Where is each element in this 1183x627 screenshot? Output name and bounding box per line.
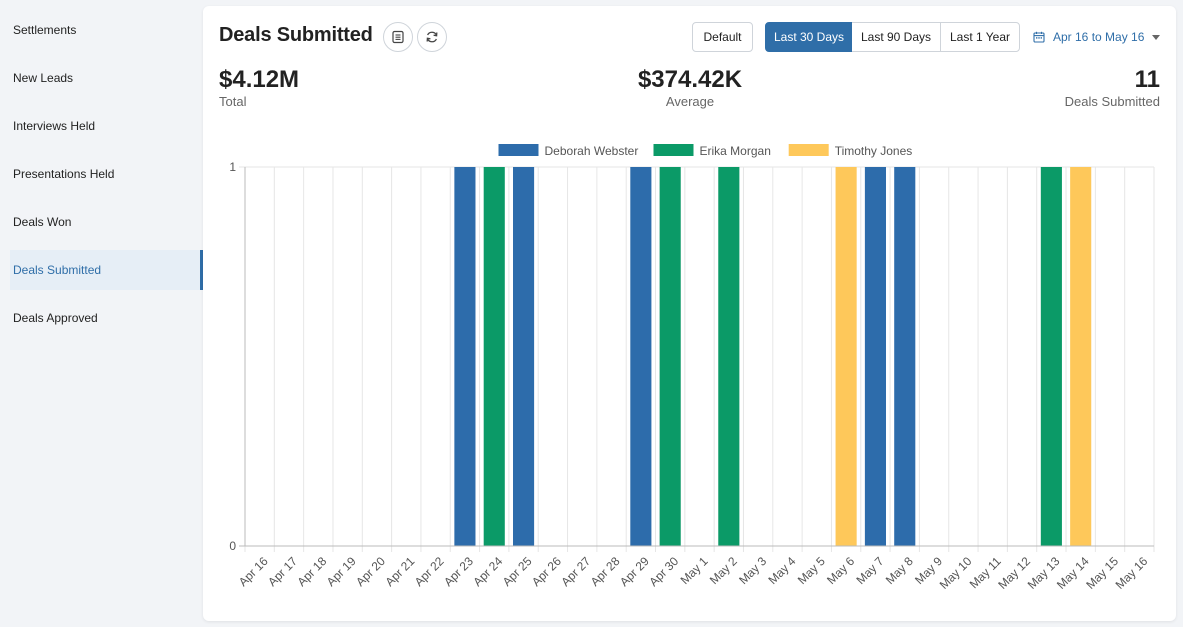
list-icon bbox=[392, 30, 404, 44]
x-tick-label: May 4 bbox=[766, 554, 799, 587]
stat-average-label: Average bbox=[665, 94, 715, 109]
sidebar-item-deals-submitted[interactable]: Deals Submitted bbox=[10, 250, 203, 290]
x-tick-label: May 16 bbox=[1113, 554, 1151, 592]
legend-swatch bbox=[788, 144, 829, 156]
legend-label: Deborah Webster bbox=[545, 144, 639, 158]
stat-average: $374.42K Average bbox=[590, 66, 790, 110]
bar bbox=[630, 167, 652, 546]
x-tick-label: May 5 bbox=[795, 554, 828, 587]
y-tick-label: 1 bbox=[229, 160, 236, 174]
sidebar-item-interviews-held[interactable]: Interviews Held bbox=[13, 119, 96, 133]
bar bbox=[483, 167, 505, 546]
x-tick-label: May 10 bbox=[937, 554, 975, 592]
x-tick-label: Apr 26 bbox=[529, 554, 564, 589]
sidebar-item-new-leads[interactable]: New Leads bbox=[13, 71, 74, 85]
default-button[interactable]: Default bbox=[692, 22, 753, 52]
stat-count-value: 11 bbox=[1134, 66, 1160, 93]
x-tick-label: May 8 bbox=[883, 554, 916, 587]
x-tick-label: May 3 bbox=[736, 554, 769, 587]
legend-swatch bbox=[498, 144, 539, 156]
tab-last-90-days[interactable]: Last 90 Days bbox=[852, 22, 941, 52]
x-tick-label: Apr 23 bbox=[441, 554, 476, 589]
calendar-icon bbox=[1033, 31, 1045, 43]
x-tick-label: Apr 28 bbox=[588, 554, 623, 589]
legend-label: Erika Morgan bbox=[700, 144, 771, 158]
date-range-picker[interactable]: Apr 16 to May 16 bbox=[1033, 22, 1161, 52]
x-tick-label: Apr 29 bbox=[617, 554, 652, 589]
bar bbox=[454, 167, 476, 546]
x-tick-label: Apr 17 bbox=[265, 554, 300, 589]
list-view-button[interactable] bbox=[383, 22, 413, 52]
x-tick-label: May 1 bbox=[678, 554, 711, 587]
x-tick-label: Apr 30 bbox=[646, 554, 681, 589]
sidebar-item-settlements[interactable]: Settlements bbox=[13, 23, 77, 37]
x-tick-label: Apr 27 bbox=[558, 554, 593, 589]
x-tick-label: Apr 16 bbox=[236, 554, 271, 589]
x-tick-label: Apr 24 bbox=[470, 554, 505, 589]
x-tick-label: Apr 22 bbox=[412, 554, 447, 589]
bar bbox=[1070, 167, 1092, 546]
stat-average-value: $374.42K bbox=[637, 66, 743, 93]
sidebar-item-deals-won[interactable]: Deals Won bbox=[13, 215, 72, 229]
bar bbox=[718, 167, 740, 546]
y-tick-label: 0 bbox=[229, 539, 236, 553]
bar bbox=[1040, 167, 1062, 546]
tab-last-30-days[interactable]: Last 30 Days bbox=[765, 22, 853, 52]
refresh-button[interactable] bbox=[417, 22, 447, 52]
page-title: Deals Submitted bbox=[219, 24, 373, 46]
bar bbox=[864, 167, 886, 546]
tab-last-1-year[interactable]: Last 1 Year bbox=[940, 22, 1020, 52]
stat-deals-submitted: 11 Deals Submitted bbox=[960, 66, 1160, 110]
report-card: Deals Submitted Default Last 30 Days Las… bbox=[203, 6, 1176, 621]
bar bbox=[513, 167, 535, 546]
x-tick-label: Apr 21 bbox=[382, 554, 417, 589]
stat-total-value: $4.12M bbox=[219, 66, 300, 93]
x-tick-label: Apr 20 bbox=[353, 554, 388, 589]
stat-total: $4.12M Total bbox=[219, 66, 299, 110]
x-tick-label: Apr 18 bbox=[294, 554, 329, 589]
sidebar: Settlements New Leads Interviews Held Pr… bbox=[0, 0, 203, 627]
sidebar-item-deals-approved[interactable]: Deals Approved bbox=[13, 311, 98, 325]
x-tick-label: Apr 25 bbox=[500, 554, 535, 589]
sidebar-item-presentations-held[interactable]: Presentations Held bbox=[13, 167, 115, 181]
x-tick-label: May 6 bbox=[824, 554, 857, 587]
x-tick-label: Apr 19 bbox=[324, 554, 359, 589]
bar bbox=[659, 167, 681, 546]
refresh-icon bbox=[426, 31, 438, 43]
bar bbox=[894, 167, 916, 546]
x-tick-label: May 2 bbox=[707, 554, 740, 587]
stat-count-label: Deals Submitted bbox=[1064, 94, 1160, 109]
legend-label: Timothy Jones bbox=[835, 144, 913, 158]
legend-swatch bbox=[653, 144, 694, 156]
bar bbox=[835, 167, 857, 546]
caret-down-icon bbox=[1152, 34, 1161, 40]
x-tick-label: May 7 bbox=[853, 554, 886, 587]
stat-total-label: Total bbox=[219, 94, 247, 109]
date-range-label: Apr 16 to May 16 bbox=[1053, 30, 1145, 44]
